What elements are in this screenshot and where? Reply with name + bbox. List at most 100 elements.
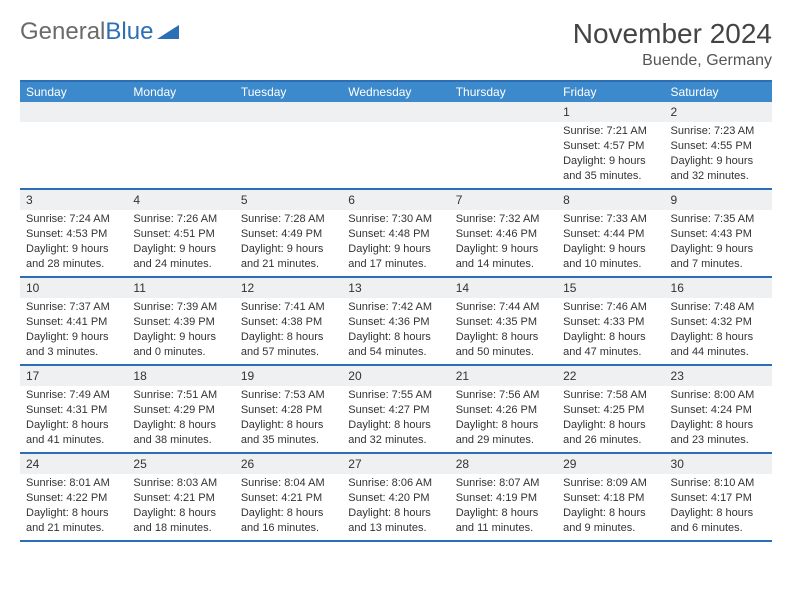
day-body: Sunrise: 7:49 AMSunset: 4:31 PMDaylight:… (20, 386, 127, 451)
day-number: 3 (20, 190, 127, 210)
day-body: Sunrise: 7:37 AMSunset: 4:41 PMDaylight:… (20, 298, 127, 363)
daylight-text: Daylight: 9 hours and 21 minutes. (241, 242, 336, 272)
sunrise-text: Sunrise: 7:33 AM (563, 212, 658, 227)
day-cell: 29Sunrise: 8:09 AMSunset: 4:18 PMDayligh… (557, 454, 664, 540)
sunset-text: Sunset: 4:21 PM (133, 491, 228, 506)
logo-text-2: Blue (105, 18, 153, 46)
day-cell: 14Sunrise: 7:44 AMSunset: 4:35 PMDayligh… (450, 278, 557, 364)
sunrise-text: Sunrise: 7:53 AM (241, 388, 336, 403)
day-number: 29 (557, 454, 664, 474)
sunrise-text: Sunrise: 7:39 AM (133, 300, 228, 315)
sunset-text: Sunset: 4:28 PM (241, 403, 336, 418)
logo-text-1: General (20, 18, 105, 46)
sunset-text: Sunset: 4:46 PM (456, 227, 551, 242)
sunrise-text: Sunrise: 7:30 AM (348, 212, 443, 227)
daylight-text: Daylight: 8 hours and 21 minutes. (26, 506, 121, 536)
day-body: Sunrise: 8:04 AMSunset: 4:21 PMDaylight:… (235, 474, 342, 539)
day-body: Sunrise: 8:00 AMSunset: 4:24 PMDaylight:… (665, 386, 772, 451)
day-cell: 11Sunrise: 7:39 AMSunset: 4:39 PMDayligh… (127, 278, 234, 364)
sunrise-text: Sunrise: 7:46 AM (563, 300, 658, 315)
week-row: 10Sunrise: 7:37 AMSunset: 4:41 PMDayligh… (20, 278, 772, 366)
day-body (342, 122, 449, 128)
sunset-text: Sunset: 4:31 PM (26, 403, 121, 418)
daylight-text: Daylight: 9 hours and 0 minutes. (133, 330, 228, 360)
day-cell (235, 102, 342, 188)
daylight-text: Daylight: 8 hours and 23 minutes. (671, 418, 766, 448)
week-row: 17Sunrise: 7:49 AMSunset: 4:31 PMDayligh… (20, 366, 772, 454)
day-number: 18 (127, 366, 234, 386)
daylight-text: Daylight: 8 hours and 41 minutes. (26, 418, 121, 448)
sunrise-text: Sunrise: 8:04 AM (241, 476, 336, 491)
sunrise-text: Sunrise: 7:35 AM (671, 212, 766, 227)
daylight-text: Daylight: 9 hours and 10 minutes. (563, 242, 658, 272)
sunrise-text: Sunrise: 7:32 AM (456, 212, 551, 227)
sunset-text: Sunset: 4:36 PM (348, 315, 443, 330)
daylight-text: Daylight: 8 hours and 29 minutes. (456, 418, 551, 448)
sunset-text: Sunset: 4:41 PM (26, 315, 121, 330)
day-cell: 3Sunrise: 7:24 AMSunset: 4:53 PMDaylight… (20, 190, 127, 276)
daylight-text: Daylight: 8 hours and 57 minutes. (241, 330, 336, 360)
week-row: 3Sunrise: 7:24 AMSunset: 4:53 PMDaylight… (20, 190, 772, 278)
sunrise-text: Sunrise: 7:58 AM (563, 388, 658, 403)
day-cell: 15Sunrise: 7:46 AMSunset: 4:33 PMDayligh… (557, 278, 664, 364)
sunset-text: Sunset: 4:17 PM (671, 491, 766, 506)
day-cell: 1Sunrise: 7:21 AMSunset: 4:57 PMDaylight… (557, 102, 664, 188)
daylight-text: Daylight: 9 hours and 32 minutes. (671, 154, 766, 184)
day-number: 5 (235, 190, 342, 210)
daylight-text: Daylight: 8 hours and 38 minutes. (133, 418, 228, 448)
day-body: Sunrise: 7:46 AMSunset: 4:33 PMDaylight:… (557, 298, 664, 363)
day-number: 22 (557, 366, 664, 386)
day-cell: 9Sunrise: 7:35 AMSunset: 4:43 PMDaylight… (665, 190, 772, 276)
day-body: Sunrise: 8:01 AMSunset: 4:22 PMDaylight:… (20, 474, 127, 539)
daylight-text: Daylight: 8 hours and 35 minutes. (241, 418, 336, 448)
day-number: 16 (665, 278, 772, 298)
day-body: Sunrise: 7:53 AMSunset: 4:28 PMDaylight:… (235, 386, 342, 451)
sunrise-text: Sunrise: 7:55 AM (348, 388, 443, 403)
daylight-text: Daylight: 8 hours and 32 minutes. (348, 418, 443, 448)
sunrise-text: Sunrise: 7:41 AM (241, 300, 336, 315)
day-number: 12 (235, 278, 342, 298)
daylight-text: Daylight: 9 hours and 3 minutes. (26, 330, 121, 360)
day-cell: 27Sunrise: 8:06 AMSunset: 4:20 PMDayligh… (342, 454, 449, 540)
weekday-header: Monday (127, 82, 234, 102)
day-body: Sunrise: 7:55 AMSunset: 4:27 PMDaylight:… (342, 386, 449, 451)
sunrise-text: Sunrise: 8:03 AM (133, 476, 228, 491)
day-number (20, 102, 127, 122)
day-number: 19 (235, 366, 342, 386)
day-body: Sunrise: 7:58 AMSunset: 4:25 PMDaylight:… (557, 386, 664, 451)
sunrise-text: Sunrise: 8:06 AM (348, 476, 443, 491)
daylight-text: Daylight: 8 hours and 26 minutes. (563, 418, 658, 448)
day-number: 24 (20, 454, 127, 474)
day-number: 7 (450, 190, 557, 210)
sunrise-text: Sunrise: 8:07 AM (456, 476, 551, 491)
daylight-text: Daylight: 8 hours and 9 minutes. (563, 506, 658, 536)
day-cell: 13Sunrise: 7:42 AMSunset: 4:36 PMDayligh… (342, 278, 449, 364)
sunset-text: Sunset: 4:51 PM (133, 227, 228, 242)
day-number (450, 102, 557, 122)
sunrise-text: Sunrise: 8:10 AM (671, 476, 766, 491)
daylight-text: Daylight: 9 hours and 24 minutes. (133, 242, 228, 272)
sunset-text: Sunset: 4:22 PM (26, 491, 121, 506)
day-cell (342, 102, 449, 188)
sunset-text: Sunset: 4:20 PM (348, 491, 443, 506)
day-cell (127, 102, 234, 188)
day-number: 10 (20, 278, 127, 298)
day-body: Sunrise: 7:33 AMSunset: 4:44 PMDaylight:… (557, 210, 664, 275)
day-body: Sunrise: 8:06 AMSunset: 4:20 PMDaylight:… (342, 474, 449, 539)
day-number: 23 (665, 366, 772, 386)
sunrise-text: Sunrise: 7:28 AM (241, 212, 336, 227)
day-number: 20 (342, 366, 449, 386)
sunrise-text: Sunrise: 7:21 AM (563, 124, 658, 139)
week-row: 24Sunrise: 8:01 AMSunset: 4:22 PMDayligh… (20, 454, 772, 542)
day-cell: 25Sunrise: 8:03 AMSunset: 4:21 PMDayligh… (127, 454, 234, 540)
location: Buende, Germany (573, 52, 772, 70)
day-body: Sunrise: 8:07 AMSunset: 4:19 PMDaylight:… (450, 474, 557, 539)
sunset-text: Sunset: 4:49 PM (241, 227, 336, 242)
day-number: 14 (450, 278, 557, 298)
day-body: Sunrise: 7:48 AMSunset: 4:32 PMDaylight:… (665, 298, 772, 363)
day-body: Sunrise: 7:30 AMSunset: 4:48 PMDaylight:… (342, 210, 449, 275)
sunset-text: Sunset: 4:29 PM (133, 403, 228, 418)
weekday-header: Wednesday (342, 82, 449, 102)
day-cell: 7Sunrise: 7:32 AMSunset: 4:46 PMDaylight… (450, 190, 557, 276)
day-body: Sunrise: 8:09 AMSunset: 4:18 PMDaylight:… (557, 474, 664, 539)
